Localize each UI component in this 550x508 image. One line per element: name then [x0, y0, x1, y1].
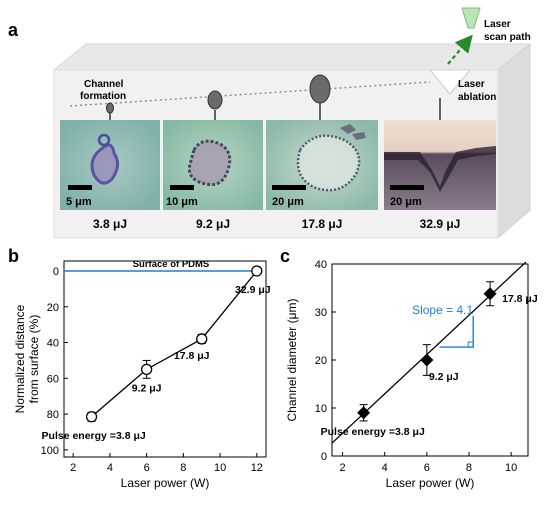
scale-4: 20 μm	[390, 196, 422, 208]
x-tick-label-b: 2	[70, 462, 76, 474]
x-axis-label-b: Laser power (W)	[121, 476, 210, 490]
y-tick-label-c: 10	[315, 403, 327, 415]
slope-right-angle	[467, 341, 474, 348]
ablation-label-2: ablation	[458, 92, 496, 103]
panel-a-label: a	[8, 20, 19, 40]
micrograph-4	[384, 120, 496, 210]
y-tick-label-c: 20	[315, 355, 327, 367]
energy-label-4: 32.9 μJ	[420, 217, 461, 231]
panel-a: a Laser scan path Channel formation Lase…	[8, 7, 532, 240]
slab-side-face	[497, 42, 531, 240]
channel-path	[69, 81, 431, 107]
surface-label: Surface of PDMS	[133, 259, 210, 270]
chart-c: 2 4 6 8 10 0 10 20 30 40 Laser power (W) Channel di…	[285, 259, 538, 490]
y-tick-label-b: 0	[53, 266, 59, 278]
data-point-b	[251, 265, 263, 277]
x-tick-label-b: 12	[251, 462, 263, 474]
point-label-b: 9.2 μJ	[132, 382, 162, 394]
energy-label-2: 9.2 μJ	[196, 217, 230, 231]
series-line-b	[91, 270, 258, 418]
ablation-label-1: Laser	[458, 79, 485, 90]
energy-label-1: 3.8 μJ	[93, 217, 127, 231]
data-point-b	[85, 411, 98, 423]
slab-top-face	[52, 43, 532, 71]
y-axis-label-b-1: Normalized distance	[13, 304, 27, 413]
y-tick-label-c: 30	[315, 307, 327, 319]
data-point-c	[420, 353, 434, 367]
panel-c-label: c	[280, 246, 290, 266]
y-tick-label-b: 60	[47, 373, 59, 385]
slope-label: Slope = 4.1	[412, 303, 473, 317]
point-label-c: Pulse energy =3.8 μJ	[321, 426, 425, 438]
channel-icon-2	[207, 90, 223, 110]
y-tick-label-b: 20	[47, 302, 59, 314]
x-tick-label-c: 2	[339, 462, 345, 474]
energy-label-3: 17.8 μJ	[302, 217, 343, 231]
data-point-b	[196, 333, 208, 345]
scan-arrow	[447, 34, 473, 65]
y-axis-label-c: Channel diameter (μm)	[285, 299, 299, 422]
laser-icon	[461, 7, 481, 29]
x-tick-label-b: 10	[214, 462, 226, 474]
x-tick-label-c: 10	[505, 462, 517, 474]
x-tick-label-b: 8	[180, 462, 186, 474]
x-tick-label-c: 8	[466, 462, 472, 474]
panel-b-label: b	[8, 246, 19, 266]
y-tick-label-b: 100	[41, 445, 59, 457]
point-label-b: Pulse energy =3.8 μJ	[42, 430, 146, 442]
x-tick-label-c: 4	[382, 462, 388, 474]
channel-icon-3	[309, 74, 331, 104]
channel-label-2: formation	[80, 91, 126, 102]
x-tick-label-b: 4	[107, 462, 113, 474]
point-label-b: 17.8 μJ	[174, 350, 210, 362]
point-label-c: 17.8 μJ	[502, 293, 538, 305]
plot-frame-b	[63, 260, 267, 458]
y-tick-label-c: 40	[315, 259, 327, 271]
channel-icon-1	[106, 102, 114, 114]
point-label-b: 32.9 μJ	[235, 284, 271, 296]
x-axis-label-c: Laser power (W)	[386, 476, 475, 490]
scale-1: 5 μm	[66, 196, 92, 208]
scale-3: 20 μm	[272, 196, 304, 208]
laser-scan-label-2: scan path	[484, 32, 531, 43]
y-tick-label-b: 40	[47, 338, 59, 350]
data-point-c	[357, 406, 371, 420]
x-tick-label-b: 6	[144, 462, 150, 474]
laser-scan-label-1: Laser	[484, 19, 511, 30]
x-tick-label-c: 6	[424, 462, 430, 474]
chart-b: 2 4 6 8 10 12 0 20 40 60 80 100 Laser power (W) Norma…	[13, 259, 271, 490]
y-tick-label-c: 0	[321, 451, 327, 463]
channel-label-1: Channel	[84, 79, 124, 90]
data-point-c	[483, 287, 497, 301]
scale-2: 10 μm	[166, 196, 198, 208]
y-tick-label-b: 80	[47, 409, 59, 421]
ablation-notch	[428, 69, 472, 95]
data-point-b	[140, 363, 153, 376]
point-label-c: 9.2 μJ	[429, 371, 459, 383]
y-axis-label-b-2: from surface (%)	[27, 315, 41, 404]
